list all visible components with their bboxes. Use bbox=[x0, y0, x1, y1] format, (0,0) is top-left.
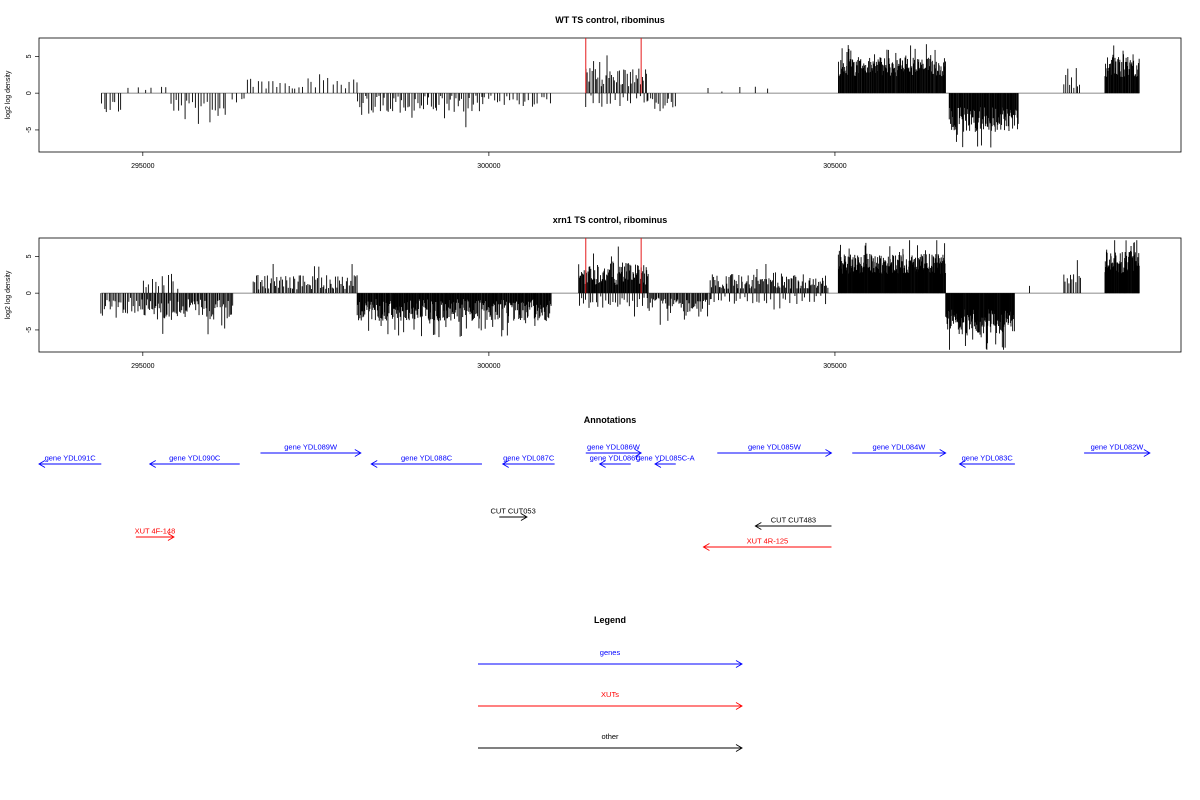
feature-gene-ydl086w: gene YDL086W bbox=[585, 443, 643, 457]
feature-cut-cut053: CUT CUT053 bbox=[490, 507, 536, 521]
wt-region-markers bbox=[585, 38, 642, 94]
legend-label: genes bbox=[600, 648, 621, 657]
wt-plot-frame bbox=[38, 37, 1182, 153]
xrn1-plot-frame bbox=[38, 237, 1182, 353]
feature-arrow-head bbox=[370, 460, 378, 468]
wt-density-bars bbox=[101, 44, 1140, 148]
legend-panel: Legend genes XUTs other bbox=[478, 615, 743, 752]
x-tick-label: 295000 bbox=[131, 363, 154, 370]
feature-gene-ydl082w: gene YDL082W bbox=[1084, 443, 1151, 457]
feature-label: XUT 4R-125 bbox=[747, 537, 789, 546]
wt-track-panel: WT TS control, ribominus log2 log densit… bbox=[5, 15, 1182, 170]
feature-arrow-head bbox=[148, 460, 156, 468]
feature-arrow-head bbox=[825, 449, 833, 457]
feature-arrow-head bbox=[958, 460, 966, 468]
y-tick-label: 0 bbox=[26, 291, 33, 295]
legend-item-xuts: XUTs bbox=[478, 690, 743, 710]
feature-arrow-head bbox=[939, 449, 947, 457]
feature-gene-ydl083c: gene YDL083C bbox=[958, 454, 1015, 468]
feature-arrow-head bbox=[702, 543, 710, 551]
feature-arrow-head bbox=[520, 513, 528, 521]
feature-gene-ydl091c: gene YDL091C bbox=[38, 454, 102, 468]
annotations-panel: Annotations gene YDL091C gene YDL090Cgene… bbox=[38, 415, 1151, 551]
feature-arrow-head bbox=[634, 449, 643, 457]
feature-label: XUT 4F-148 bbox=[135, 527, 176, 536]
feature-label: gene YDL089W bbox=[284, 443, 338, 452]
legend-title: Legend bbox=[594, 615, 626, 625]
legend-label: XUTs bbox=[601, 690, 619, 699]
feature-arrow-head bbox=[1143, 449, 1151, 457]
legend-items: genes XUTs other bbox=[478, 648, 743, 752]
feature-gene-ydl084w: gene YDL084W bbox=[852, 443, 947, 457]
feature-label: CUT CUT483 bbox=[771, 516, 816, 525]
xrn1-track-panel: xrn1 TS control, ribominus log2 log dens… bbox=[5, 215, 1182, 370]
feature-label: CUT CUT053 bbox=[490, 507, 535, 516]
feature-xut-4r-125: XUT 4R-125 bbox=[702, 537, 832, 551]
feature-arrow-head bbox=[354, 449, 362, 457]
feature-gene-ydl086c: gene YDL086C bbox=[590, 454, 642, 468]
feature-gene-ydl088c: gene YDL088C bbox=[370, 454, 482, 468]
xrn1-y-axis-label: log2 log density bbox=[5, 270, 12, 319]
feature-label: gene YDL084W bbox=[873, 443, 927, 452]
feature-label: gene YDL091C bbox=[45, 454, 97, 463]
xrn1-axis-ticks: 295000 300000 305000 -5 0 5 bbox=[26, 254, 847, 370]
feature-label: gene YDL086W bbox=[587, 443, 641, 452]
legend-arrow-head bbox=[735, 744, 743, 752]
feature-arrow-head bbox=[654, 460, 662, 468]
xrn1-region-markers bbox=[585, 238, 642, 294]
feature-arrow-head bbox=[38, 460, 46, 468]
xrn1-track-title: xrn1 TS control, ribominus bbox=[553, 215, 668, 225]
feature-label: gene YDL090C bbox=[169, 454, 221, 463]
feature-gene-ydl089w: gene YDL089W bbox=[260, 443, 362, 457]
feature-label: gene YDL083C bbox=[962, 454, 1014, 463]
feature-gene-ydl087c: gene YDL087C bbox=[501, 454, 555, 468]
feature-label: gene YDL088C bbox=[401, 454, 453, 463]
wt-track-title: WT TS control, ribominus bbox=[555, 15, 665, 25]
legend-arrow-head bbox=[735, 702, 743, 710]
x-tick-label: 300000 bbox=[477, 363, 500, 370]
feature-arrow-head bbox=[598, 460, 606, 468]
y-tick-label: -5 bbox=[26, 327, 33, 333]
xrn1-density-bars bbox=[100, 240, 1140, 350]
feature-cut-cut483: CUT CUT483 bbox=[754, 516, 832, 530]
x-tick-label: 295000 bbox=[131, 163, 154, 170]
y-tick-label: -5 bbox=[26, 127, 33, 133]
annotations-title: Annotations bbox=[584, 415, 637, 425]
x-tick-label: 300000 bbox=[477, 163, 500, 170]
feature-arrows: gene YDL091C gene YDL090C gene YDL089W gene… bbox=[38, 443, 1151, 551]
feature-label: gene YDL085C-A bbox=[636, 454, 695, 463]
feature-arrow-head bbox=[167, 533, 175, 541]
feature-gene-ydl085w: gene YDL085W bbox=[717, 443, 833, 457]
y-tick-label: 5 bbox=[26, 54, 33, 58]
legend-arrow-head bbox=[735, 660, 743, 668]
feature-label: gene YDL085W bbox=[748, 443, 802, 452]
legend-label: other bbox=[601, 732, 619, 741]
wt-axis-ticks: 295000 300000 305000 -5 0 5 bbox=[26, 54, 847, 170]
feature-label: gene YDL087C bbox=[503, 454, 555, 463]
y-tick-label: 5 bbox=[26, 254, 33, 258]
feature-label: gene YDL082W bbox=[1091, 443, 1145, 452]
legend-item-other: other bbox=[478, 732, 743, 752]
feature-label: gene YDL086C bbox=[590, 454, 642, 463]
feature-xut-4f-148: XUT 4F-148 bbox=[135, 527, 176, 541]
feature-gene-ydl090c: gene YDL090C bbox=[148, 454, 240, 468]
feature-gene-ydl085c-a: gene YDL085C-A bbox=[636, 454, 695, 468]
y-tick-label: 0 bbox=[26, 91, 33, 95]
feature-arrow-head bbox=[501, 460, 509, 468]
feature-arrow-head bbox=[754, 522, 762, 530]
legend-item-genes: genes bbox=[478, 648, 743, 668]
x-tick-label: 305000 bbox=[823, 363, 846, 370]
wt-y-axis-label: log2 log density bbox=[5, 70, 12, 119]
x-tick-label: 305000 bbox=[823, 163, 846, 170]
